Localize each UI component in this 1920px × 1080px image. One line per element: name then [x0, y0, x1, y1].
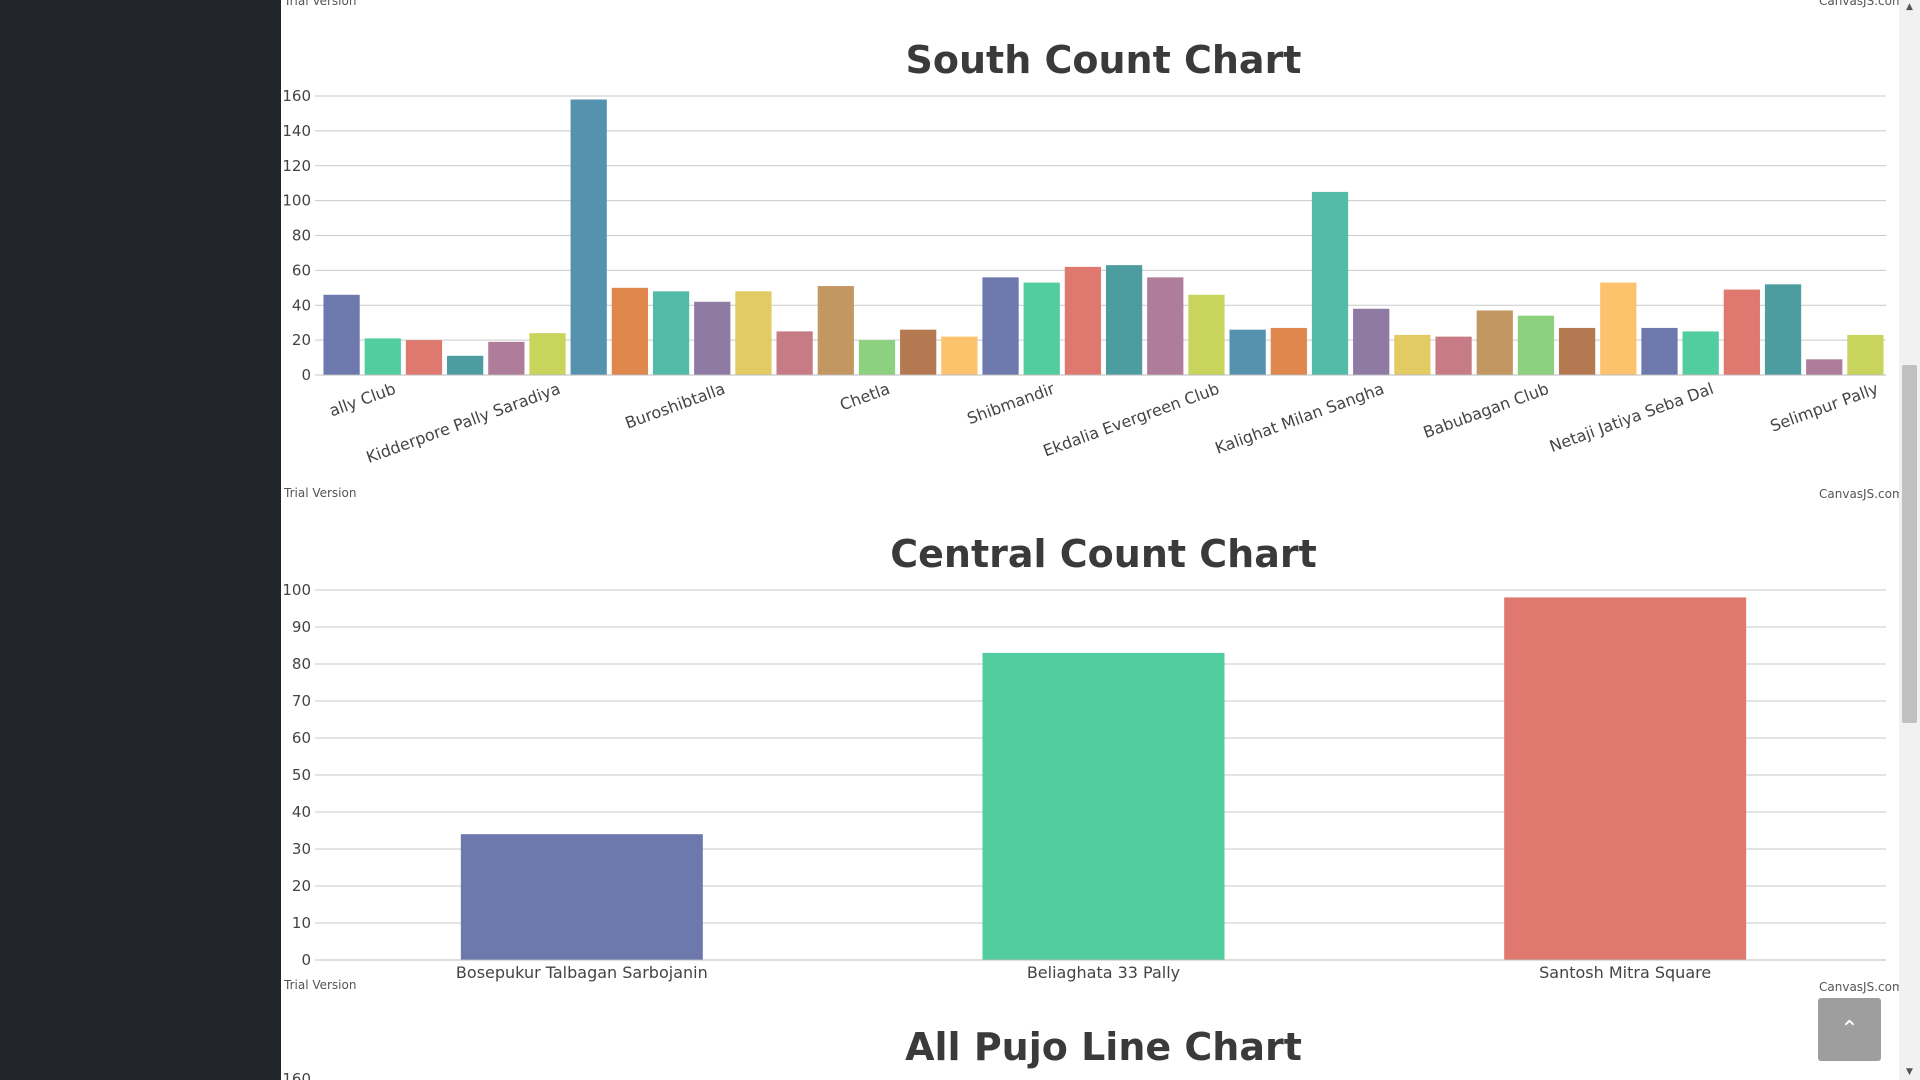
bar: [1558, 327, 1596, 375]
y-tick-label: 60: [292, 729, 311, 747]
bar: [447, 355, 484, 375]
y-tick-label: 60: [292, 261, 311, 279]
bar: [982, 277, 1019, 375]
bar: [652, 291, 690, 375]
bar: [460, 834, 703, 960]
bar: [858, 340, 896, 375]
main-content: South Count Chart 0 20 40 60 80 100 120 140 160 al…: [281, 0, 1899, 1080]
bar: [1847, 334, 1884, 375]
bar: [776, 331, 813, 375]
y-tick-label: 30: [292, 840, 311, 858]
bar: [1147, 277, 1184, 375]
bar: [1682, 331, 1719, 375]
bar: [488, 341, 525, 375]
y-tick-label: 0: [301, 366, 311, 384]
bar: [941, 336, 978, 375]
canvasjs-credit-south[interactable]: CanvasJS.com: [1819, 487, 1899, 501]
bar: [1517, 315, 1555, 375]
bar: [1353, 308, 1390, 375]
y-tick-label: 90: [292, 618, 311, 636]
sidebar: [0, 0, 281, 1080]
y-tick-label: 140: [282, 122, 311, 140]
bar: [1600, 282, 1637, 375]
y-tick-label: 20: [292, 331, 311, 349]
x-tick-label: Ekdalia Evergreen Club: [1041, 379, 1222, 460]
bar: [1394, 334, 1431, 375]
bar: [817, 286, 854, 375]
trial-watermark-south: Trial Version: [284, 486, 357, 500]
y-tick-label: 20: [292, 877, 311, 895]
trial-watermark-central: Trial Version: [284, 978, 357, 992]
x-tick-label: Babubagan Club: [1421, 379, 1552, 442]
y-tick-label: 120: [282, 157, 311, 175]
bar: [1270, 327, 1307, 375]
bar: [735, 291, 772, 375]
bar: [1476, 310, 1513, 375]
bar: [900, 329, 937, 375]
x-tick-label: Buroshibtalla: [622, 379, 727, 433]
x-tick-label: Chetla: [837, 379, 892, 415]
bar: [694, 301, 731, 375]
x-tick-label: Netaji Jatiya Seba Dal: [1547, 379, 1716, 456]
bar: [364, 338, 401, 375]
bar: [1311, 191, 1349, 375]
bar: [570, 99, 607, 376]
bar: [1764, 284, 1802, 375]
y-tick-label: 70: [292, 692, 311, 710]
y-tick-label: 50: [292, 766, 311, 784]
y-tick-label: 100: [282, 192, 311, 210]
x-tick-label: Beliaghata 33 Pally: [1027, 963, 1180, 982]
y-tick-label: 160: [282, 87, 311, 105]
bar: [1435, 336, 1472, 375]
bar: [1723, 289, 1760, 375]
bar: [1188, 294, 1225, 375]
south-count-chart: South Count Chart 0 20 40 60 80 100 120 140 160 al…: [282, 38, 1886, 467]
y-tick-label: 80: [292, 655, 311, 673]
y-tick-label: 100: [282, 581, 311, 599]
scroll-up-arrow[interactable]: ▲: [1906, 2, 1913, 12]
y-tick-label: 80: [292, 227, 311, 245]
bar: [323, 294, 360, 375]
bar: [1105, 265, 1143, 375]
y-tick-label: 40: [292, 803, 311, 821]
page-scrollbar[interactable]: ▲ ▼: [1899, 0, 1920, 1080]
bar: [1806, 359, 1843, 375]
canvasjs-credit-top[interactable]: CanvasJS.com: [1819, 0, 1899, 8]
scroll-thumb[interactable]: [1902, 365, 1917, 723]
bar: [1023, 282, 1060, 375]
central-count-chart: Central Count Chart 0 10 20 30 40 50 60 70 80 90 10…: [282, 532, 1886, 982]
bar: [982, 652, 1225, 960]
bar: [1641, 327, 1678, 375]
y-tick-label: 0: [301, 951, 311, 969]
chart-title: All Pujo Line Chart: [905, 1025, 1302, 1069]
x-tick-label: Kalighat Milan Sangha: [1213, 379, 1387, 458]
x-tick-label: Bosepukur Talbagan Sarbojanin: [456, 963, 708, 982]
all-pujo-line-chart: All Pujo Line Chart 160: [282, 1025, 1302, 1080]
back-to-top-button[interactable]: ⌃: [1818, 998, 1881, 1061]
scroll-down-arrow[interactable]: ▼: [1906, 1067, 1913, 1077]
trial-watermark-top: Trial Version: [284, 0, 357, 8]
x-tick-label: Selimpur Pally: [1768, 379, 1881, 436]
canvasjs-credit-central[interactable]: CanvasJS.com: [1819, 980, 1899, 994]
x-tick-label: Shibmandir: [965, 379, 1058, 428]
bar: [405, 340, 443, 375]
y-tick-label: 160: [282, 1070, 311, 1080]
chevron-up-icon: ⌃: [1840, 1017, 1859, 1042]
charts-canvas: South Count Chart020406080100120140160al…: [282, 38, 1886, 1080]
y-tick-label: 10: [292, 914, 311, 932]
x-tick-label: ally Club: [327, 379, 398, 421]
x-tick-label: Santosh Mitra Square: [1539, 963, 1711, 982]
bar: [1064, 266, 1102, 375]
bar: [611, 287, 649, 375]
y-tick-label: 40: [292, 296, 311, 314]
bar: [1229, 329, 1266, 375]
chart-title: Central Count Chart: [890, 532, 1317, 576]
bar: [529, 333, 566, 375]
chart-title: South Count Chart: [906, 38, 1302, 82]
bar: [1504, 597, 1747, 960]
